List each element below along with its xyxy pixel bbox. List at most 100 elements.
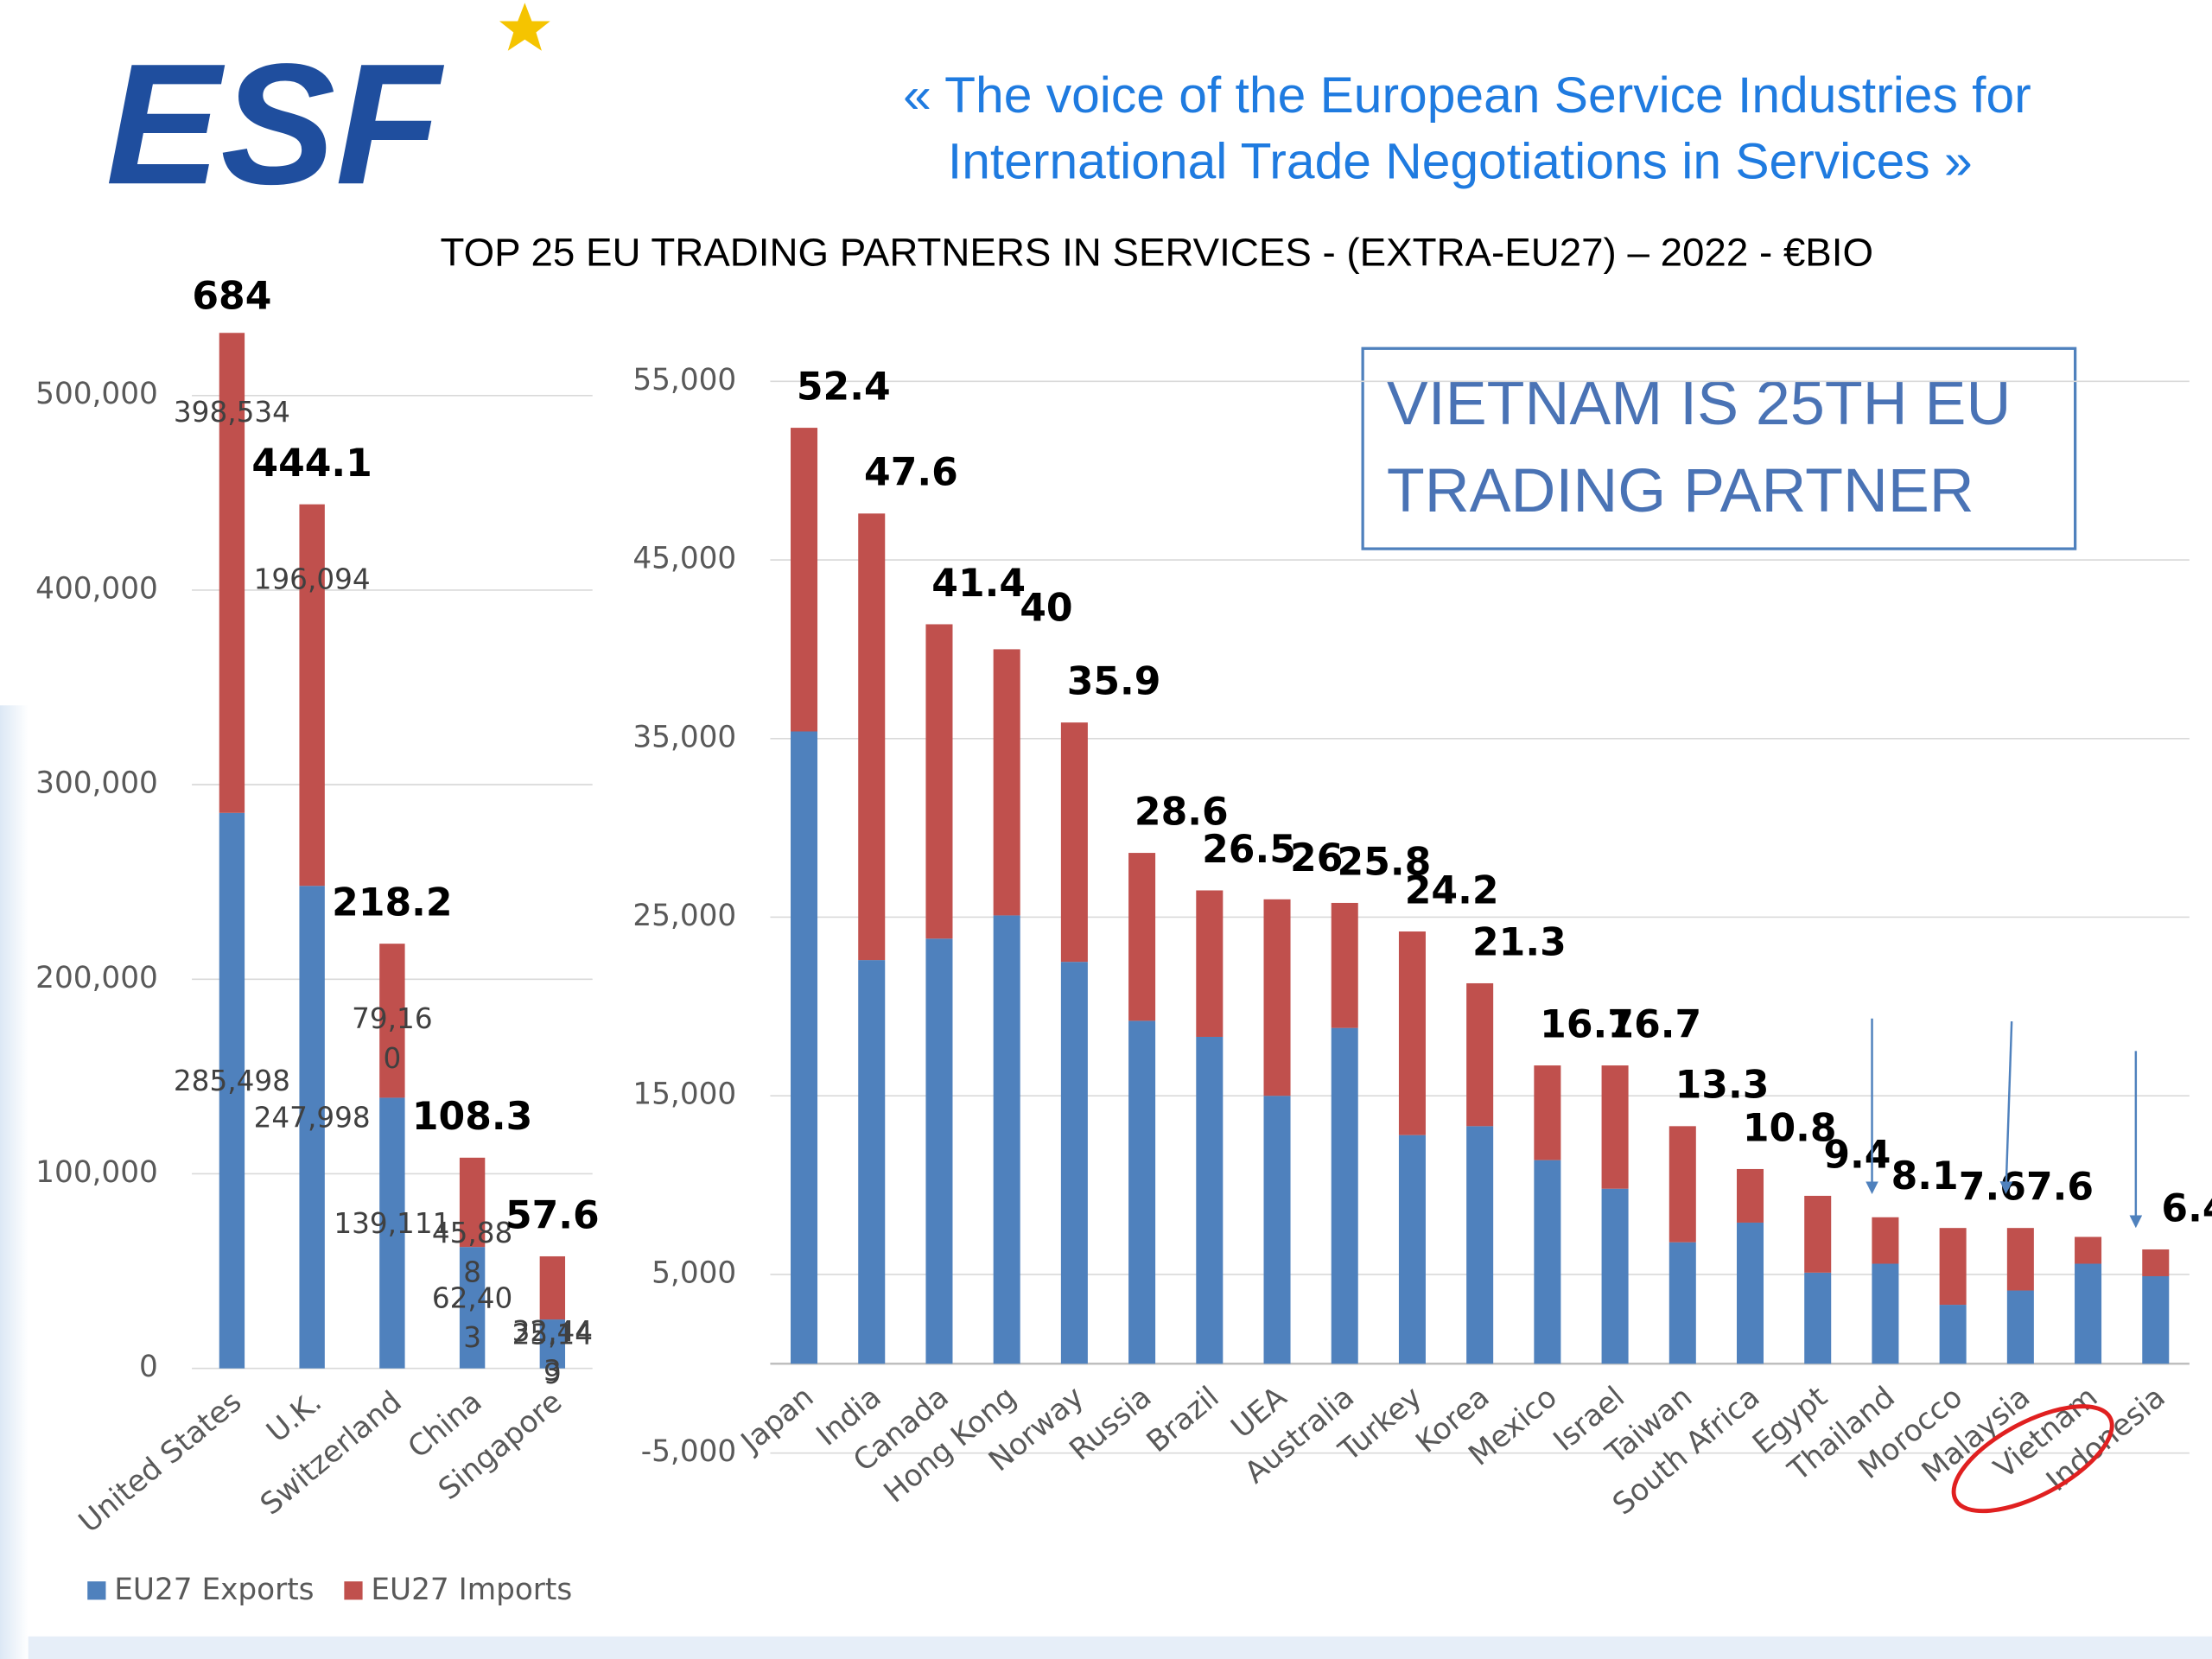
total-label: 108.3 [412,1095,532,1139]
x-tick-label: United States [73,1384,248,1540]
y-tick-label: 300,000 [35,766,158,801]
bar-segment [1804,1195,1832,1273]
total-label: 7.6 [2026,1166,2094,1210]
total-label: 7.6 [1959,1166,2026,1210]
y-tick-label: -5,000 [641,1434,736,1469]
bar-segment [1196,1036,1224,1364]
total-label: 218.2 [332,881,452,925]
legend-swatch [344,1581,363,1600]
total-label: 16.7 [1540,1002,1634,1046]
x-tick-label: Brazil [1141,1380,1226,1459]
y-tick-label: 45,000 [632,542,736,576]
bar-segment [299,504,325,887]
legend-swatch [87,1581,106,1600]
bar-segment [219,812,245,1369]
bar-segment [858,960,886,1364]
bar-segment [219,333,245,813]
total-label: 52.4 [797,365,891,409]
total-label: 25.8 [1338,840,1432,884]
bar-segment [993,649,1020,916]
total-label: 6.4 [2161,1186,2212,1230]
bar-segment [1331,1027,1358,1364]
total-label: 16.7 [1607,1002,1701,1046]
bar-segment [1466,1126,1494,1364]
bar-segment [299,886,325,1369]
data-label: 398,534 [174,396,290,429]
total-label: 35.9 [1067,660,1161,704]
bar-segment [459,1157,486,1248]
highlight-ellipse [1951,1404,2114,1514]
total-label: 24.2 [1405,868,1499,912]
bar-segment [2075,1263,2102,1364]
bar-segment [2006,1290,2034,1364]
bar-segment [1872,1263,1899,1364]
x-tick-label: Switzerland [254,1384,409,1522]
bar-segment [1263,899,1291,1096]
total-label: 41.4 [931,562,1026,606]
bars [791,428,2170,1364]
background-strip [28,1636,2212,1659]
y-tick-label: 100,000 [35,1155,158,1190]
chart-title: TOP 25 EU TRADING PARTNERS IN SERVICES -… [441,231,1874,275]
total-label: 13.3 [1675,1064,1770,1108]
bar-segment [1804,1272,1832,1364]
bar-segment [1872,1217,1899,1264]
total-label: 444.1 [251,442,372,486]
bar-segment [2142,1249,2170,1276]
y-tick-label: 0 [139,1350,158,1384]
bar-segment [1398,931,1426,1135]
total-label: 47.6 [864,451,958,495]
total-label: 57.6 [505,1193,600,1237]
bar-segment [1128,1020,1156,1364]
bar-segment [459,1247,486,1369]
bar-segment [1669,1242,1696,1364]
total-label: 9.4 [1823,1133,1891,1177]
y-tick-label: 35,000 [632,720,736,754]
data-label: 285,498 [174,1065,290,1097]
bar-segment [1466,982,1494,1127]
data-label: 139,111 [334,1207,450,1240]
total-label: 40 [1020,587,1072,631]
bar-segment [1196,890,1224,1037]
bar-segment [1736,1168,1764,1223]
bar-segment [1939,1228,1967,1306]
bar-segment [1060,722,1088,963]
bar-segment [925,624,953,939]
bar-segment [2075,1236,2102,1264]
total-label: 10.8 [1743,1106,1837,1150]
data-label: 25,14 9 [512,1318,593,1390]
y-tick-label: 15,000 [632,1077,736,1112]
total-label: 684 [192,275,271,319]
data-label: 247,998 [254,1101,371,1134]
bar-segment [1601,1065,1629,1189]
tagline: « The voice of the European Service Indu… [903,67,2031,124]
bar-segment [1939,1305,1967,1364]
total-label: 28.6 [1135,790,1229,834]
bar-segment [791,428,818,732]
x-tick-label: U.K. [260,1384,328,1449]
y-tick-label: 25,000 [632,899,736,933]
bar-segment [1601,1188,1629,1364]
total-label: 21.3 [1472,920,1567,964]
bar-segment [539,1319,566,1369]
background-strip [0,705,29,1659]
right-chart: -5,000 5,000 15,000 25,000 35,000 45,000 55,00… [632,363,2212,1522]
data-label: 32,44 3 [512,1315,593,1388]
annotation: VIETNAM IS 25TH EU [1387,369,2011,438]
legend-label: EU27 Exports [114,1573,314,1607]
logo: ESF [105,29,444,220]
bar-segment [379,1097,405,1369]
bar-segment [1669,1126,1696,1243]
bar-segment [539,1255,566,1320]
bar-segment [1398,1135,1426,1364]
bar-segment [2142,1275,2170,1364]
data-label: 196,094 [254,563,371,596]
data-label: 45,88 8 [432,1217,512,1289]
arrow [1999,1020,2013,1195]
bar-segment [1534,1160,1561,1364]
bar-segment [1128,853,1156,1021]
y-tick-label: 500,000 [35,377,158,411]
annotation: TRADING PARTNER [1387,456,1974,525]
